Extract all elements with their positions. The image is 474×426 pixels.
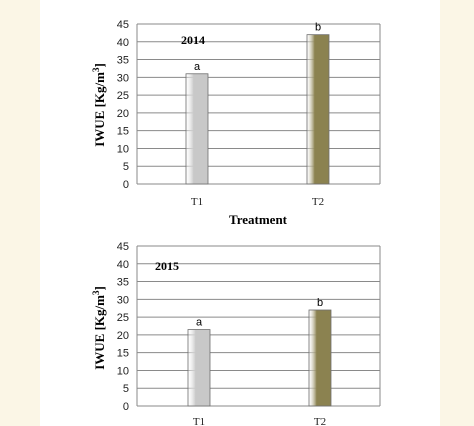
y-tick-label: 10 xyxy=(117,143,129,155)
significance-letter: b xyxy=(315,22,321,34)
bar-t2 xyxy=(306,34,330,185)
y-tick-label: 35 xyxy=(117,277,129,289)
chart-2014-gridlines xyxy=(136,23,381,185)
significance-letter: a xyxy=(196,317,203,329)
chart-2015-categories: T1 T2 xyxy=(193,416,326,426)
x-category-label: T2 xyxy=(314,416,326,426)
y-tick-label: 40 xyxy=(117,259,129,271)
x-category-label: T2 xyxy=(312,196,324,208)
y-tick-label: 25 xyxy=(117,312,129,324)
y-tick-label: 15 xyxy=(117,126,129,138)
y-tick-label: 0 xyxy=(123,401,129,413)
chart-2015-bars: ab xyxy=(187,297,332,407)
chart-2014-y-ticks: 0 5 10 15 20 25 30 35 40 45 xyxy=(117,19,129,191)
chart-2014-categories: T1 T2 xyxy=(191,196,324,208)
chart-2015-year-label: 2015 xyxy=(155,259,179,273)
y-tick-label: 5 xyxy=(123,161,129,173)
bar-t1 xyxy=(187,329,211,407)
y-tick-label: 45 xyxy=(117,241,129,253)
bar-t1 xyxy=(185,73,209,185)
y-tick-label: 40 xyxy=(117,37,129,49)
chart-2014-y-axis-title: IWUE [Kg/m3] xyxy=(91,63,107,147)
x-category-label: T1 xyxy=(191,196,203,208)
y-tick-label: 5 xyxy=(123,383,129,395)
chart-2015-gridlines xyxy=(136,245,381,407)
bar-t2 xyxy=(308,309,332,407)
chart-2014-x-axis-title: Treatment xyxy=(229,212,288,227)
chart-2014-bars: ab xyxy=(185,22,330,185)
y-tick-label: 30 xyxy=(117,294,129,306)
significance-letter: a xyxy=(194,61,201,73)
chart-2015-y-axis-title: IWUE [Kg/m3] xyxy=(91,286,107,370)
figure-panel xyxy=(40,0,440,426)
y-tick-label: 30 xyxy=(117,72,129,84)
y-tick-label: 45 xyxy=(117,19,129,31)
x-category-label: T1 xyxy=(193,416,205,426)
y-tick-label: 0 xyxy=(123,179,129,191)
significance-letter: b xyxy=(317,297,323,309)
y-tick-label: 25 xyxy=(117,90,129,102)
chart-2014-year-label: 2014 xyxy=(181,33,205,47)
y-tick-label: 35 xyxy=(117,55,129,67)
chart-2015-y-ticks: 0 5 10 15 20 25 30 35 40 45 xyxy=(117,241,129,413)
y-tick-label: 20 xyxy=(117,108,129,120)
y-tick-label: 15 xyxy=(117,348,129,360)
y-tick-label: 20 xyxy=(117,330,129,342)
y-tick-label: 10 xyxy=(117,365,129,377)
